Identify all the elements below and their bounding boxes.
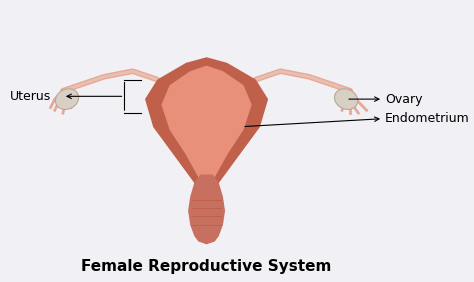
Polygon shape — [188, 175, 225, 244]
Ellipse shape — [55, 89, 79, 109]
Polygon shape — [162, 66, 252, 191]
Text: Female Reproductive System: Female Reproductive System — [82, 259, 332, 274]
Text: Endometrium: Endometrium — [385, 112, 470, 125]
Ellipse shape — [335, 89, 358, 109]
Text: Uterus: Uterus — [9, 90, 51, 103]
Polygon shape — [145, 57, 268, 197]
Text: Ovary: Ovary — [385, 92, 422, 106]
